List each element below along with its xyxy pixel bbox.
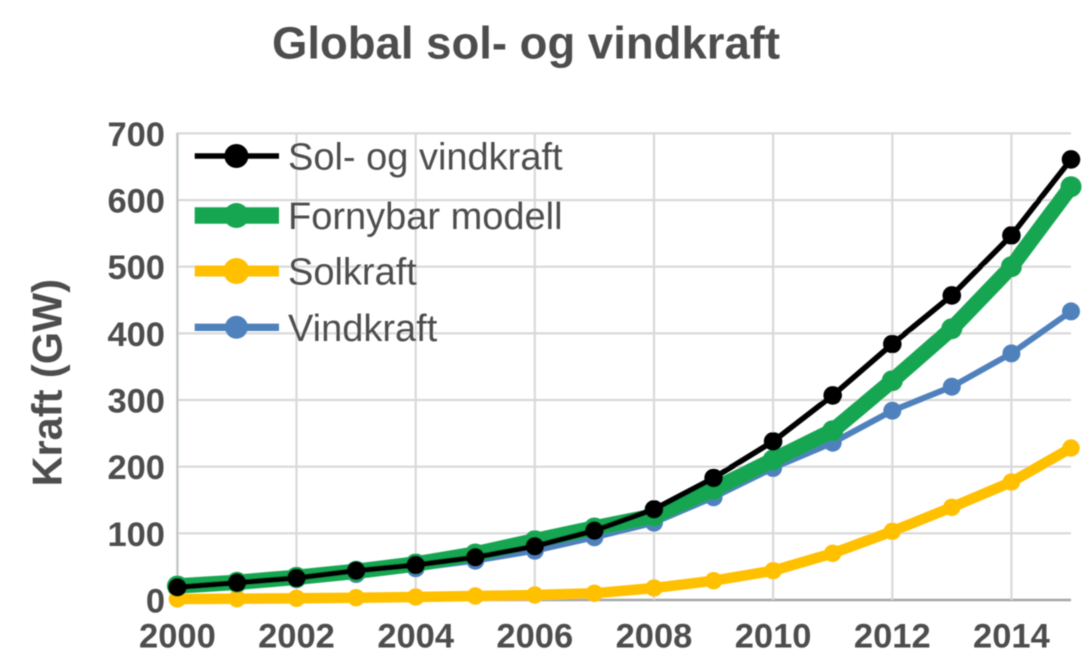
svg-text:2004: 2004 (377, 617, 454, 655)
svg-text:Solkraft: Solkraft (288, 252, 417, 294)
svg-text:600: 600 (107, 183, 165, 221)
svg-text:Vindkraft: Vindkraft (288, 308, 438, 350)
svg-text:2010: 2010 (735, 617, 812, 655)
svg-text:2008: 2008 (616, 617, 693, 655)
svg-text:2006: 2006 (496, 617, 573, 655)
svg-text:200: 200 (107, 449, 165, 487)
svg-text:2002: 2002 (258, 617, 335, 655)
svg-text:2014: 2014 (973, 617, 1050, 655)
svg-text:500: 500 (107, 249, 165, 287)
svg-text:Fornybar modell: Fornybar modell (288, 196, 563, 238)
svg-text:Kraft (GW): Kraft (GW) (24, 279, 71, 486)
svg-text:2000: 2000 (139, 617, 216, 655)
svg-text:300: 300 (107, 383, 165, 421)
svg-text:100: 100 (107, 516, 165, 554)
svg-text:400: 400 (107, 316, 165, 354)
svg-text:Sol- og vindkraft: Sol- og vindkraft (288, 137, 563, 179)
svg-text:0: 0 (146, 583, 165, 621)
svg-text:Global sol- og vindkraft: Global sol- og vindkraft (272, 18, 780, 69)
svg-text:2012: 2012 (854, 617, 931, 655)
svg-text:700: 700 (107, 116, 165, 154)
